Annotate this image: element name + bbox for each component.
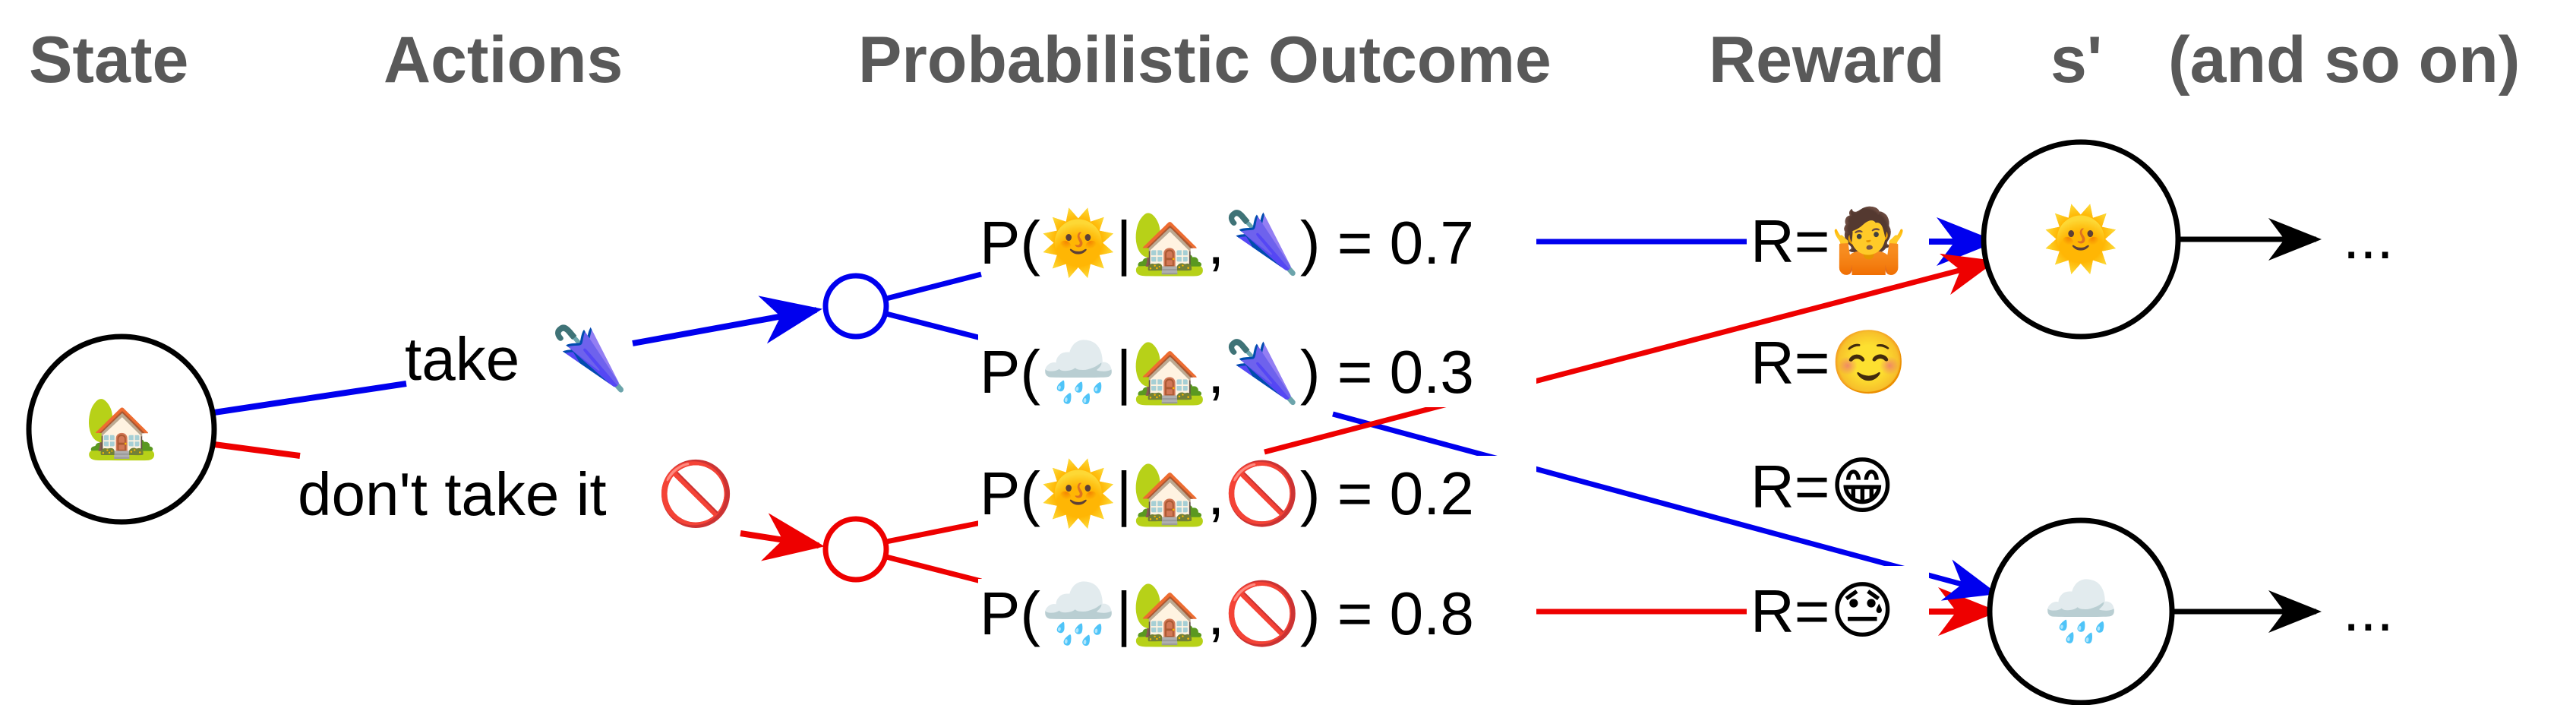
header-outcome: Probabilistic Outcome: [858, 24, 1552, 96]
reward-grinning: R=😁: [1750, 451, 1895, 523]
header-next-state: s': [2050, 24, 2102, 96]
umbrella-icon: 🌂: [551, 321, 628, 395]
start-state-house-icon: 🏡: [84, 394, 158, 463]
take-outcome-edge-2: [886, 311, 982, 341]
reward-shrug: R=🤷: [1750, 204, 1908, 277]
header-actions: Actions: [384, 24, 623, 96]
outcome-3-backing: [978, 456, 1536, 529]
rainy-take-arrow: [1332, 411, 1998, 601]
start-state-node: [26, 334, 217, 525]
take-chance-node: [822, 273, 889, 340]
take-edge-start: [213, 381, 407, 416]
outcome-1-backing: [978, 196, 1536, 269]
outcome-2-backing: [978, 334, 1536, 407]
header-and-so-on: (and so on): [2168, 24, 2520, 96]
header-state: State: [29, 24, 188, 96]
outcome-rainy-take: P(🌧️|🏡,🌂) = 0.3: [980, 336, 1474, 408]
sun-icon: 🌞: [2043, 203, 2119, 275]
dont-chance-node: [822, 516, 889, 583]
take-action-label: take: [405, 325, 519, 393]
dont-outcome-edge-1: [886, 520, 982, 545]
dont-edge-arrow: [740, 513, 825, 561]
prohibited-icon: 🚫: [657, 458, 734, 530]
reward-smiling: R=☺️: [1750, 327, 1908, 399]
reward-3-backing: [1747, 441, 1929, 514]
header-reward: Reward: [1709, 24, 1945, 96]
reward-4-backing: [1747, 566, 1929, 639]
reward-sweat: R=😓: [1750, 575, 1895, 647]
dont-outcome-edge-2: [886, 554, 982, 584]
sunny-dont-arrow: [1264, 253, 1997, 455]
take-outcome-edge-1: [886, 271, 982, 302]
outcome-sunny-take: P(🌞|🏡,🌂) = 0.7: [980, 207, 1474, 279]
outcome-sunny-dont: P(🌞|🏡,🚫) = 0.2: [980, 457, 1474, 530]
outcome-4-backing: [978, 579, 1536, 652]
outcome-rainy-dont: P(🌧️|🏡,🚫) = 0.8: [980, 577, 1474, 650]
rainy-continue-ellipsis: ...: [2343, 576, 2394, 643]
dont-take-action-label: don't take it: [298, 460, 607, 528]
dont-edge-start: [213, 441, 301, 459]
take-edge-arrow: [632, 296, 822, 346]
sunny-continue-ellipsis: ...: [2343, 204, 2394, 271]
rain-cloud-icon: 🌧️: [2043, 575, 2119, 647]
reward-1-backing: [1747, 196, 1929, 269]
